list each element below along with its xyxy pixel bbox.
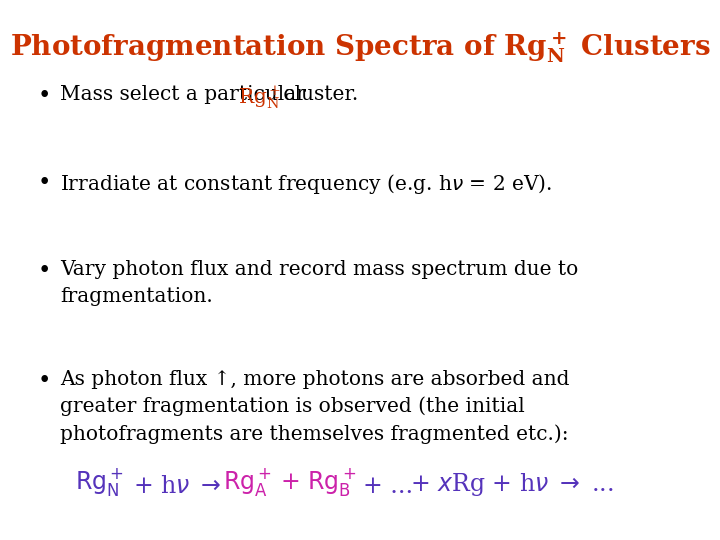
Text: Photofragmentation Spectra of $\mathregular{Rg_N^+}$ Clusters: Photofragmentation Spectra of $\mathregu… — [9, 30, 711, 65]
Text: Mass select a particular: Mass select a particular — [60, 85, 312, 104]
Text: Vary photon flux and record mass spectrum due to
fragmentation.: Vary photon flux and record mass spectru… — [60, 260, 578, 306]
Text: $\mathrm{Rg_N^+}$: $\mathrm{Rg_N^+}$ — [75, 466, 124, 498]
Text: + $\mathrm{Rg_B^+}$: + $\mathrm{Rg_B^+}$ — [280, 466, 356, 498]
Text: $\mathrm{Rg_A^+}$: $\mathrm{Rg_A^+}$ — [223, 466, 272, 498]
Text: cluster.: cluster. — [277, 85, 359, 104]
Text: •: • — [38, 172, 51, 194]
Text: + h$\nu$ $\rightarrow$: + h$\nu$ $\rightarrow$ — [133, 475, 222, 498]
Text: Irradiate at constant frequency (e.g. h$\nu$ = 2 eV).: Irradiate at constant frequency (e.g. h$… — [60, 172, 552, 196]
Text: + ...: + ... — [363, 475, 413, 498]
Text: As photon flux ↑, more photons are absorbed and
greater fragmentation is observe: As photon flux ↑, more photons are absor… — [60, 370, 570, 444]
Text: •: • — [38, 85, 51, 107]
Text: $\mathregular{Rg_N^+}$: $\mathregular{Rg_N^+}$ — [238, 85, 282, 112]
Text: •: • — [38, 370, 51, 392]
Text: + $x$Rg + h$\nu$ $\rightarrow$ ...: + $x$Rg + h$\nu$ $\rightarrow$ ... — [410, 471, 614, 498]
Text: •: • — [38, 260, 51, 282]
